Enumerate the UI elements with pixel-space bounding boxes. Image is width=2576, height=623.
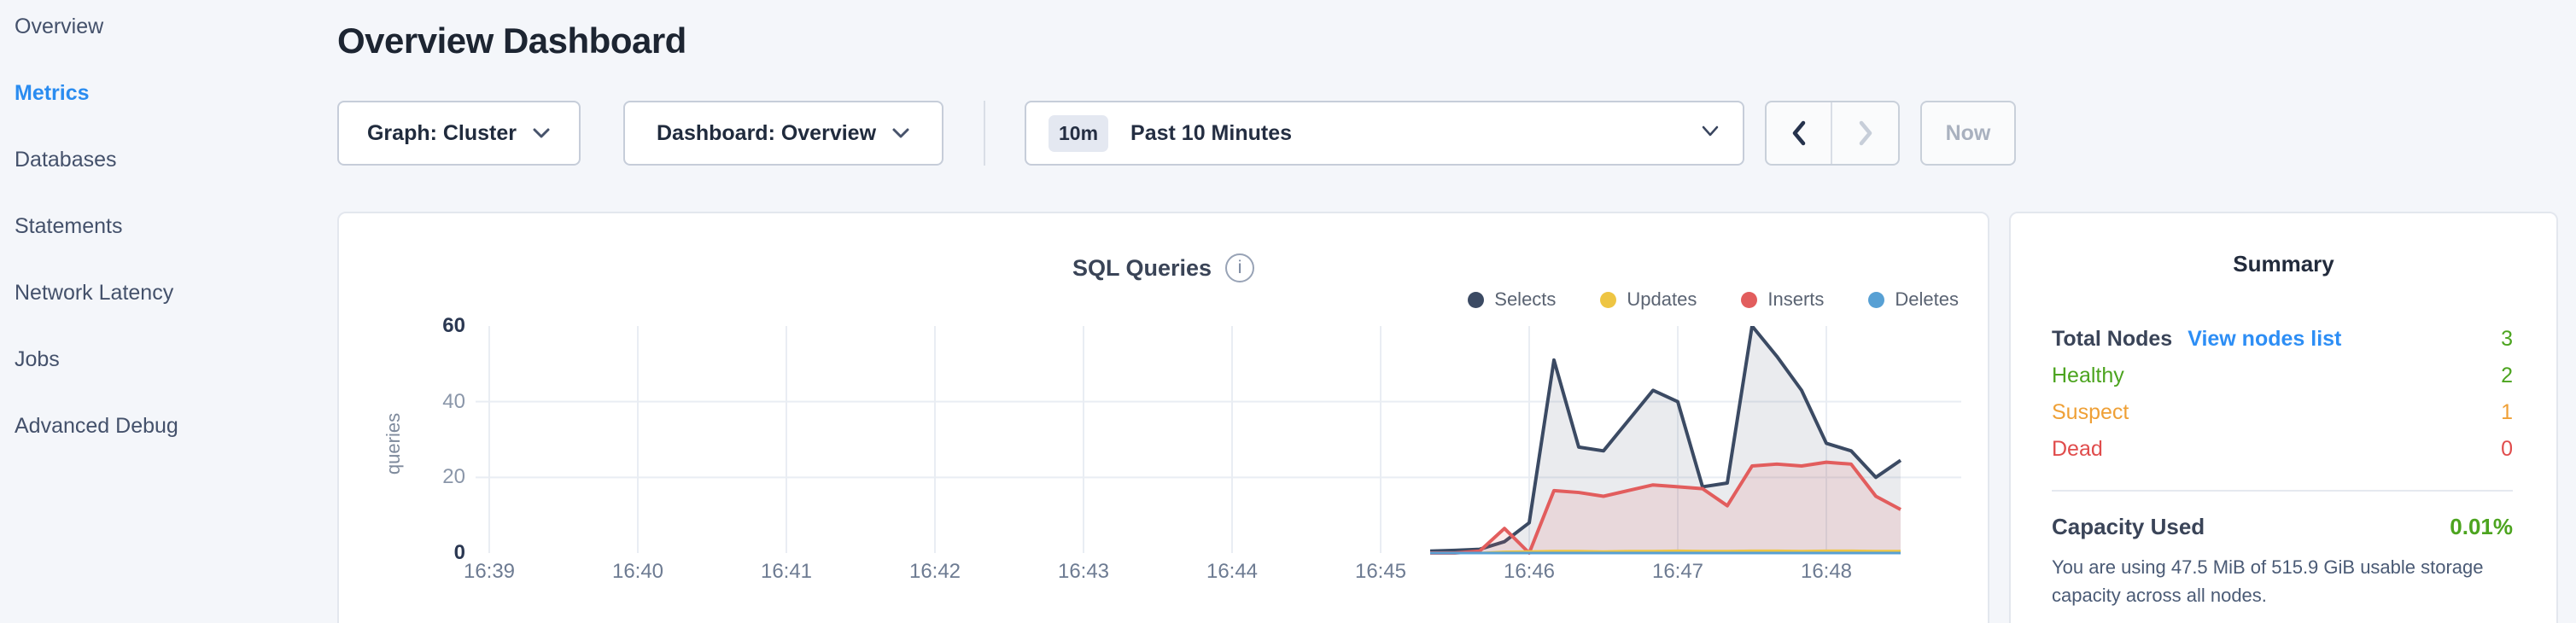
suspect-label: Suspect <box>2052 399 2129 424</box>
suspect-value: 1 <box>2501 399 2513 424</box>
sql-queries-canvas[interactable] <box>476 324 1961 555</box>
x-tick-16:41: 16:41 <box>760 560 813 583</box>
sidebar-item-network-latency[interactable]: Network Latency <box>15 281 174 305</box>
selects-area <box>1430 326 1901 553</box>
x-tick-16:44: 16:44 <box>1206 560 1259 583</box>
x-tick-16:46: 16:46 <box>1503 560 1556 583</box>
sql-queries-chart-card: SQL Queries i Selects Updates Inserts De… <box>337 212 1989 623</box>
legend-label: Selects <box>1494 288 1557 310</box>
capacity-used-label: Capacity Used <box>2052 513 2205 539</box>
chart-title: SQL Queries <box>1072 254 1212 281</box>
sidebar-item-advanced-debug[interactable]: Advanced Debug <box>15 414 178 438</box>
capacity-used-row: Capacity Used 0.01% <box>2052 512 2513 541</box>
x-tick-16:42: 16:42 <box>908 560 961 583</box>
total-nodes-label: Total Nodes <box>2052 326 2173 351</box>
sidebar-item-statements[interactable]: Statements <box>15 214 123 238</box>
view-nodes-list-link[interactable]: View nodes list <box>2188 326 2342 351</box>
chevron-left-icon <box>1792 120 1805 146</box>
y-tick-60: 60 <box>442 314 465 337</box>
legend-item-deletes[interactable]: Deletes <box>1868 288 1959 311</box>
inserts-line <box>1430 460 1901 555</box>
selects-line <box>1429 324 1902 553</box>
next-time-button[interactable] <box>1832 102 1898 164</box>
chevron-down-icon <box>891 127 910 139</box>
sidebar-item-databases[interactable]: Databases <box>15 148 117 172</box>
legend-label: Inserts <box>1767 288 1825 310</box>
inserts-area <box>1430 462 1901 553</box>
total-nodes-row: Total Nodes View nodes list 3 <box>2052 324 2513 353</box>
sidebar-item-jobs[interactable]: Jobs <box>15 347 60 371</box>
summary-title: Summary <box>2233 251 2334 277</box>
total-nodes-value: 3 <box>2501 326 2513 351</box>
sidebar-nav: Overview Metrics Databases Statements Networ… <box>0 0 336 623</box>
y-tick-20: 20 <box>442 465 465 489</box>
legend-item-inserts[interactable]: Inserts <box>1741 288 1824 311</box>
plot-area[interactable] <box>476 324 1961 555</box>
suspect-nodes-row: Suspect 1 <box>2052 398 2513 427</box>
time-range-badge: 10m <box>1049 114 1109 152</box>
chevron-down-icon <box>532 127 551 139</box>
x-tick-16:39: 16:39 <box>463 560 516 583</box>
dashboard-dropdown-label: Dashboard: Overview <box>656 120 877 145</box>
summary-card: Summary Total Nodes View nodes list 3 He… <box>2009 212 2558 623</box>
capacity-description-line: capacity across all nodes. <box>2052 585 2267 606</box>
y-tick-0: 0 <box>453 541 465 564</box>
healthy-label: Healthy <box>2052 363 2124 387</box>
time-range-label: Past 10 Minutes <box>1130 120 1292 145</box>
x-tick-16:43: 16:43 <box>1057 560 1110 583</box>
dead-nodes-row: Dead 0 <box>2052 434 2513 463</box>
chevron-right-icon <box>1859 120 1872 146</box>
chart-legend: Selects Updates Inserts Deletes <box>1468 288 1959 311</box>
dashboard-dropdown[interactable]: Dashboard: Overview <box>623 101 943 166</box>
graph-dropdown[interactable]: Graph: Cluster <box>337 101 581 166</box>
healthy-nodes-row: Healthy 2 <box>2052 361 2513 390</box>
capacity-description-line: You are using 47.5 MiB of 515.9 GiB usab… <box>2052 556 2484 578</box>
inserts-dot-icon <box>1741 291 1758 308</box>
dead-value: 0 <box>2501 436 2513 461</box>
x-tick-16:48: 16:48 <box>1800 560 1853 583</box>
now-button[interactable]: Now <box>1920 101 2016 166</box>
updates-dot-icon <box>1600 291 1617 308</box>
healthy-value: 2 <box>2501 363 2513 387</box>
x-tick-16:47: 16:47 <box>1651 560 1704 583</box>
x-tick-16:45: 16:45 <box>1354 560 1407 583</box>
deletes-dot-icon <box>1868 291 1885 308</box>
selects-dot-icon <box>1468 291 1485 308</box>
sidebar-item-overview[interactable]: Overview <box>15 15 104 38</box>
legend-item-selects[interactable]: Selects <box>1468 288 1556 311</box>
graph-dropdown-label: Graph: Cluster <box>366 120 517 145</box>
y-tick-40: 40 <box>442 389 465 413</box>
info-icon[interactable]: i <box>1225 253 1255 282</box>
legend-label: Updates <box>1627 288 1697 310</box>
previous-time-button[interactable] <box>1767 102 1832 164</box>
toolbar-divider <box>984 101 985 166</box>
summary-divider <box>2052 490 2513 492</box>
chevron-down-icon <box>1700 125 1720 142</box>
time-range-dropdown[interactable]: 10m Past 10 Minutes <box>1025 101 1744 166</box>
time-step-buttons <box>1765 101 1900 166</box>
dead-label: Dead <box>2052 436 2103 461</box>
x-tick-16:40: 16:40 <box>611 560 664 583</box>
capacity-used-value: 0.01% <box>2450 513 2513 539</box>
sidebar-item-metrics[interactable]: Metrics <box>15 81 90 105</box>
legend-item-updates[interactable]: Updates <box>1600 288 1697 311</box>
capacity-description: You are using 47.5 MiB of 515.9 GiB usab… <box>2052 553 2515 609</box>
legend-label: Deletes <box>1895 288 1959 310</box>
page-title: Overview Dashboard <box>337 20 686 61</box>
